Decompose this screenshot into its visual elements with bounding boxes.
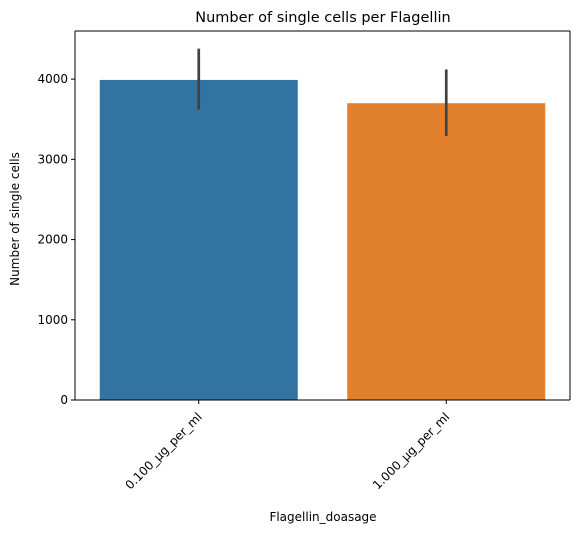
chart-title: Number of single cells per Flagellin xyxy=(195,10,450,26)
y-tick-label: 1000 xyxy=(37,313,68,327)
y-axis-label: Number of single cells xyxy=(8,152,22,286)
y-tick-label: 4000 xyxy=(37,72,68,86)
x-tick-label: 1.000_µg_per_ml xyxy=(370,410,452,492)
x-axis-label: Flagellin_doasage xyxy=(269,510,376,524)
bar-1 xyxy=(99,79,298,400)
y-tick-label: 0 xyxy=(60,393,68,407)
y-tick-label: 2000 xyxy=(37,233,68,247)
y-tick-label: 3000 xyxy=(37,152,68,166)
bar-2 xyxy=(347,103,546,401)
plot-area: 0 1000 2000 3000 4000 0.100_µg_per_ml 1.000_µg… xyxy=(37,30,571,492)
x-tick-label: 0.100_µg_per_ml xyxy=(122,410,204,492)
